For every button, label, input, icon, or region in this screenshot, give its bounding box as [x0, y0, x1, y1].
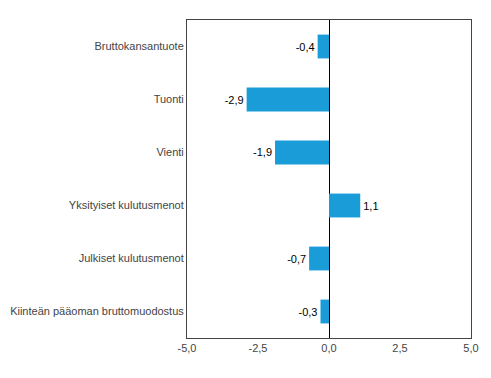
svg-text:-0,4: -0,4 [296, 41, 315, 53]
svg-text:Bruttokansantuote: Bruttokansantuote [95, 40, 184, 52]
svg-text:1,1: 1,1 [363, 200, 378, 212]
svg-text:Vienti: Vienti [156, 146, 183, 158]
svg-text:-2,9: -2,9 [225, 94, 244, 106]
svg-text:-2,5: -2,5 [249, 342, 268, 354]
svg-text:2,5: 2,5 [392, 342, 407, 354]
svg-text:-0,7: -0,7 [287, 253, 306, 265]
svg-text:Yksityiset kulutusmenot: Yksityiset kulutusmenot [69, 199, 184, 211]
svg-text:Kiinteän pääoman bruttomuodost: Kiinteän pääoman bruttomuodostus [10, 305, 184, 317]
svg-text:-0,3: -0,3 [299, 306, 318, 318]
svg-text:5,0: 5,0 [463, 342, 478, 354]
svg-text:Tuonti: Tuonti [154, 93, 184, 105]
svg-text:-5,0: -5,0 [178, 342, 197, 354]
svg-text:0,0: 0,0 [321, 342, 336, 354]
svg-text:Julkiset kulutusmenot: Julkiset kulutusmenot [79, 252, 184, 264]
svg-text:-1,9: -1,9 [253, 146, 272, 158]
